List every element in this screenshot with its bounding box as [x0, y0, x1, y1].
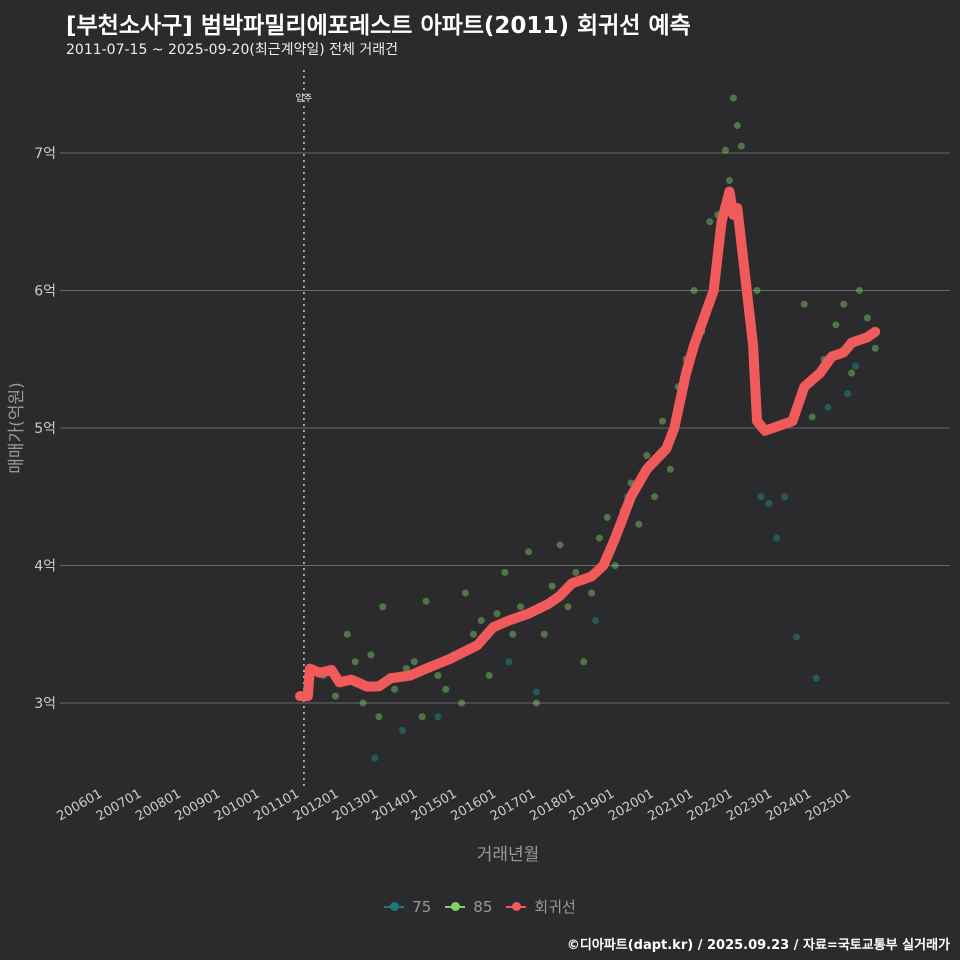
point-85 — [572, 568, 580, 576]
y-axis-title: 매매가(억원) — [7, 382, 27, 473]
x-tick-label: 202501 — [803, 786, 853, 824]
point-85 — [690, 287, 698, 294]
point-75 — [505, 658, 513, 666]
point-85 — [458, 699, 466, 707]
point-85 — [540, 630, 548, 638]
point-75 — [781, 493, 789, 501]
point-85 — [402, 665, 410, 673]
point-75 — [532, 688, 540, 696]
legend-label: 회귀선 — [534, 898, 576, 916]
point-85 — [666, 465, 674, 473]
point-85 — [379, 603, 387, 611]
point-75 — [765, 500, 773, 508]
point-85 — [391, 685, 399, 693]
point-85 — [580, 658, 588, 666]
point-85 — [469, 630, 477, 638]
point-75 — [792, 633, 800, 641]
point-85 — [588, 589, 596, 597]
move-in-label: 입주 — [296, 92, 313, 104]
point-75 — [757, 493, 765, 501]
point-85 — [564, 603, 572, 611]
point-75 — [371, 754, 379, 762]
point-85 — [525, 548, 533, 556]
point-85 — [595, 534, 603, 542]
point-85 — [832, 321, 840, 329]
point-85 — [367, 651, 375, 659]
point-85 — [855, 287, 863, 294]
chart-title: [부천소사구] 범박파밀리에포레스트 아파트(2011) 회귀선 예측 — [66, 13, 691, 39]
point-85 — [493, 610, 501, 618]
point-85 — [737, 142, 745, 150]
legend-item: 85 — [445, 896, 492, 917]
point-75 — [398, 727, 406, 734]
point-85 — [548, 582, 556, 590]
point-85 — [434, 672, 442, 679]
point-85 — [351, 658, 359, 666]
legend-key-icon — [506, 901, 527, 911]
point-75 — [592, 617, 599, 624]
chart-subtitle: 2011-07-15 ~ 2025-09-20(최근계약일) 전체 거래건 — [66, 42, 398, 58]
point-85 — [753, 287, 761, 294]
chart-plot: 3억4억5억6억7억200601200701200801200901201001… — [7, 70, 950, 865]
y-tick-label: 3억 — [34, 696, 56, 712]
point-85 — [477, 617, 485, 624]
point-85 — [725, 177, 733, 184]
x-axis-title: 거래년월 — [477, 845, 540, 865]
point-85 — [485, 672, 493, 679]
point-85 — [611, 562, 619, 569]
point-85 — [418, 713, 426, 721]
point-85 — [871, 344, 879, 352]
point-85 — [410, 658, 418, 666]
point-75 — [844, 390, 852, 398]
y-tick-label: 4억 — [34, 559, 56, 575]
point-85 — [517, 603, 525, 611]
point-75 — [812, 674, 820, 682]
point-85 — [651, 493, 659, 501]
point-85 — [422, 597, 430, 605]
point-85 — [733, 122, 741, 129]
point-85 — [556, 541, 564, 549]
point-85 — [729, 94, 737, 102]
legend-label: 75 — [412, 897, 432, 916]
y-tick-label: 5억 — [34, 421, 56, 437]
point-85 — [532, 699, 540, 707]
point-85 — [461, 589, 469, 597]
point-85 — [331, 692, 339, 700]
point-85 — [442, 685, 450, 693]
point-85 — [509, 630, 517, 638]
point-85 — [643, 452, 651, 459]
point-75 — [773, 534, 781, 542]
point-85 — [840, 300, 848, 308]
caption: ©디아파트(dapt.kr) / 2025.09.23 / 자료=국토교통부 실… — [566, 938, 950, 953]
legend-item: 75 — [384, 896, 431, 917]
point-85 — [800, 300, 808, 308]
point-75 — [852, 362, 860, 370]
y-tick-label: 7억 — [34, 146, 56, 162]
point-75 — [824, 403, 832, 411]
point-85 — [808, 413, 816, 421]
point-85 — [359, 699, 367, 707]
point-85 — [722, 146, 730, 154]
point-85 — [848, 369, 856, 377]
point-85 — [706, 218, 714, 226]
legend-key-icon — [384, 901, 405, 911]
point-85 — [863, 314, 871, 322]
legend: 75 85 회귀선 — [0, 896, 960, 917]
point-85 — [501, 568, 509, 576]
point-85 — [658, 417, 666, 425]
point-85 — [635, 520, 643, 528]
point-75 — [434, 713, 442, 721]
point-85 — [343, 630, 351, 638]
point-85 — [375, 713, 383, 721]
point-85 — [603, 513, 611, 521]
legend-key-icon — [445, 901, 466, 911]
legend-label: 85 — [473, 897, 493, 916]
regression-line — [295, 186, 881, 702]
y-tick-label: 6억 — [34, 284, 56, 300]
legend-item: 회귀선 — [506, 896, 576, 917]
